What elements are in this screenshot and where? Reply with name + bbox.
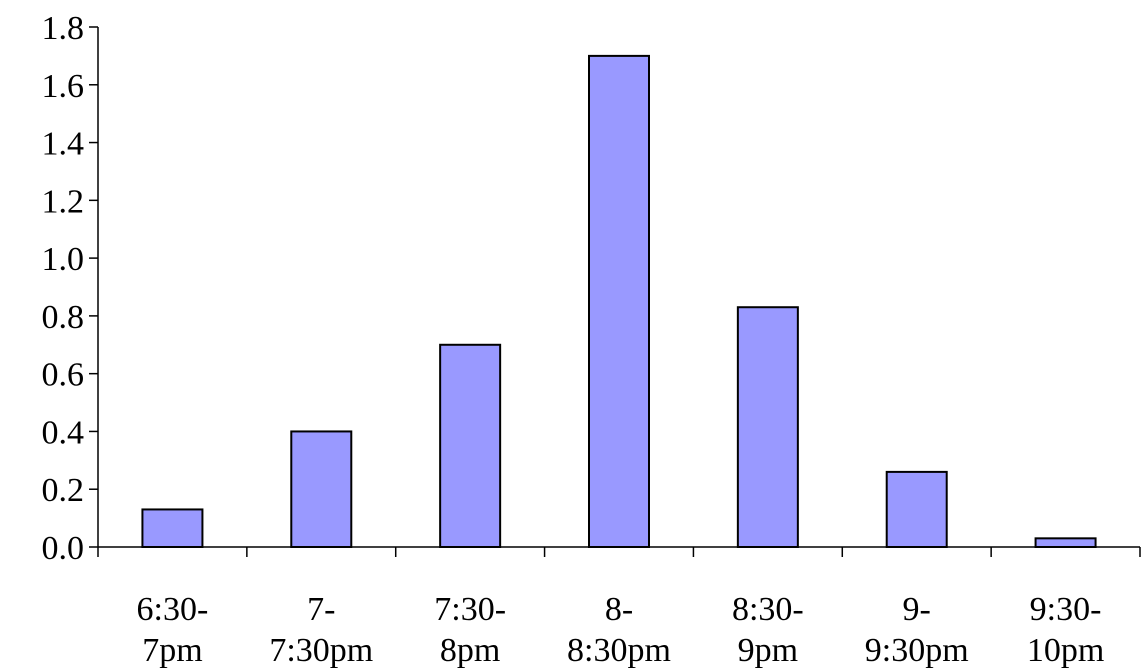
bar: [1034, 537, 1097, 548]
bars: [141, 54, 1097, 549]
y-tick-label: 1.0: [42, 241, 85, 278]
x-axis-ticks: 6:30-7pm 7-7:30pm 7:30-8pm 8-8:30pm 8:30-9pm…: [97, 547, 1141, 669]
y-tick-label: 0.8: [42, 299, 85, 336]
bar: [885, 470, 948, 548]
bar: [290, 430, 353, 549]
y-axis-ticks: 0.0 0.2 0.4 0.6 0.8 1.0 1.2 1.4 1.6 1.8: [42, 10, 98, 567]
x-tick-label: 6:30-7pm: [137, 591, 209, 669]
x-tick-label: 9-9:30pm: [865, 591, 969, 669]
x-tick-label: 8-8:30pm: [567, 591, 671, 669]
bar: [141, 508, 204, 549]
y-tick-label: 0.0: [42, 530, 85, 567]
y-tick-label: 1.4: [42, 126, 85, 163]
bar: [439, 343, 502, 548]
y-tick-label: 0.6: [42, 357, 85, 394]
bar: [736, 306, 799, 548]
y-tick-label: 0.4: [42, 414, 85, 451]
y-tick-label: 1.6: [42, 68, 85, 105]
y-tick-label: 1.2: [42, 183, 85, 220]
x-tick-label: 7:30-8pm: [434, 591, 506, 669]
x-tick-label: 8:30-9pm: [732, 591, 804, 669]
y-tick-label: 1.8: [42, 10, 85, 47]
x-tick-label: 7-7:30pm: [269, 591, 373, 669]
x-tick-label: 9:30-10pm: [1027, 591, 1104, 669]
axes: [97, 27, 1140, 548]
y-tick-label: 0.2: [42, 472, 85, 509]
bar: [588, 54, 650, 549]
